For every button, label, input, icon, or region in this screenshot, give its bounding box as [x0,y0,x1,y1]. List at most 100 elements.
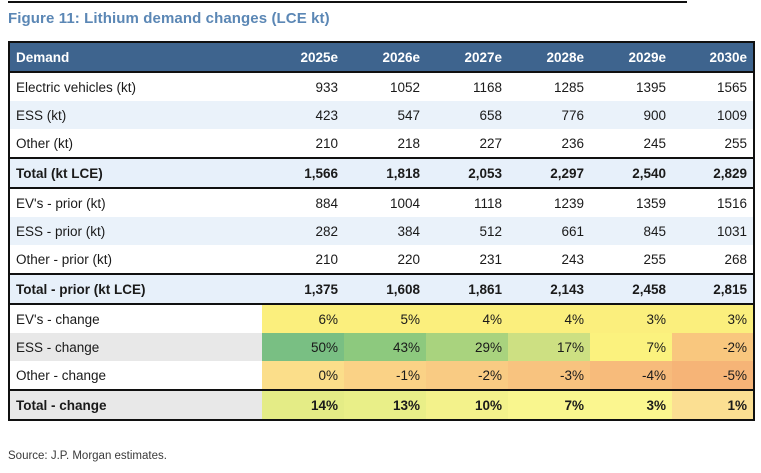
row-electric-vehicles: Electric vehicles (kt) 933 1052 1168 128… [9,72,754,101]
heatmap-cell: -2% [426,361,508,390]
value-cell: 1,818 [344,157,426,189]
value-cell: 384 [344,217,426,245]
heatmap-cell: -1% [344,361,426,390]
value-cell: 231 [479,251,502,267]
row-label: EV's - change [16,311,100,327]
header-2029e: 2029e [590,42,672,73]
heatmap-cell: 3% [672,304,754,333]
value-cell: 1285 [553,79,584,95]
value-cell: 2,458 [590,273,672,305]
value-cell: 218 [397,135,420,151]
heatmap-cell: 29% [426,333,508,361]
figure-title: Figure 11: Lithium demand changes (LCE k… [8,10,330,27]
value-cell: 900 [590,101,672,129]
value-cell: 220 [397,251,420,267]
header-2025e: 2025e [262,42,344,73]
value-cell: 1031 [672,217,754,245]
row-total-prior: Total - prior (kt LCE) 1,375 1,608 1,861… [9,273,754,305]
value-cell: 2,540 [590,157,672,189]
value-cell: 255 [724,135,747,151]
value-cell: 933 [315,79,338,95]
heatmap-cell: 6% [262,304,344,333]
row-label: ESS (kt) [9,101,262,129]
heatmap-cell: 7% [508,389,590,420]
header-2027e: 2027e [426,42,508,73]
row-other: Other (kt) 210 218 227 236 245 255 [9,129,754,158]
value-cell: 1359 [635,195,666,211]
value-cell: 661 [508,217,590,245]
row-evs-prior: EV's - prior (kt) 884 1004 1118 1239 135… [9,188,754,217]
row-ess: ESS (kt) 423 547 658 776 900 1009 [9,101,754,129]
value-cell: 227 [479,135,502,151]
heatmap-cell: 14% [262,389,344,420]
value-cell: 1,375 [262,273,344,305]
value-cell: 1,608 [344,273,426,305]
value-cell: 282 [262,217,344,245]
heatmap-cell: -5% [672,361,754,390]
value-cell: 210 [315,135,338,151]
heatmap-cell: 17% [508,333,590,361]
heatmap-cell: 1% [672,389,754,420]
row-label: Other - change [16,367,107,383]
heatmap-cell: -3% [508,361,590,390]
demand-table: Demand 2025e 2026e 2027e 2028e 2029e 203… [8,41,755,421]
value-cell: 1565 [716,79,747,95]
header-2026e: 2026e [344,42,426,73]
value-cell: 2,143 [508,273,590,305]
value-cell: 236 [561,135,584,151]
header-2030e: 2030e [672,42,754,73]
row-label: Other (kt) [16,135,74,151]
value-cell: 1118 [473,195,502,211]
value-cell: 1,566 [262,157,344,189]
value-cell: 1004 [389,195,420,211]
row-label: ESS - prior (kt) [9,217,262,245]
value-cell: 255 [643,251,666,267]
value-cell: 1,861 [426,273,508,305]
value-cell: 512 [426,217,508,245]
value-cell: 1052 [389,79,420,95]
heatmap-cell: 4% [508,304,590,333]
value-cell: 1516 [716,195,747,211]
row-ess-prior: ESS - prior (kt) 282 384 512 661 845 103… [9,217,754,245]
row-label: Total - prior (kt LCE) [9,273,262,305]
value-cell: 1395 [635,79,666,95]
row-label: Total - change [9,389,262,420]
value-cell: 2,829 [672,157,754,189]
row-ess-change: ESS - change 50% 43% 29% 17% 7% -2% [9,333,754,361]
heatmap-cell: 43% [344,333,426,361]
header-row: Demand 2025e 2026e 2027e 2028e 2029e 203… [9,42,754,73]
header-2028e: 2028e [508,42,590,73]
value-cell: 2,053 [426,157,508,189]
heatmap-cell: 4% [426,304,508,333]
value-cell: 210 [315,251,338,267]
heatmap-cell: 0% [262,361,344,390]
row-label: EV's - prior (kt) [16,195,106,211]
value-cell: 2,815 [672,273,754,305]
value-cell: 268 [724,251,747,267]
heatmap-cell: 5% [344,304,426,333]
row-label: Total (kt LCE) [9,157,262,189]
heatmap-cell: 7% [590,333,672,361]
value-cell: 845 [590,217,672,245]
heatmap-cell: 3% [590,304,672,333]
row-total: Total (kt LCE) 1,566 1,818 2,053 2,297 2… [9,157,754,189]
row-total-change: Total - change 14% 13% 10% 7% 3% 1% [9,389,754,420]
top-rule [8,1,687,3]
heatmap-cell: -4% [590,361,672,390]
value-cell: 1168 [472,79,502,95]
value-cell: 884 [315,195,338,211]
value-cell: 243 [561,251,584,267]
row-label: ESS - change [9,333,262,361]
value-cell: 423 [262,101,344,129]
value-cell: 658 [426,101,508,129]
heatmap-cell: 50% [262,333,344,361]
row-other-change: Other - change 0% -1% -2% -3% -4% -5% [9,361,754,390]
row-label: Electric vehicles (kt) [16,79,137,95]
heatmap-cell: 10% [426,389,508,420]
value-cell: 2,297 [508,157,590,189]
source-note: Source: J.P. Morgan estimates. [8,450,167,462]
value-cell: 245 [643,135,666,151]
header-demand: Demand [9,42,262,73]
value-cell: 776 [508,101,590,129]
